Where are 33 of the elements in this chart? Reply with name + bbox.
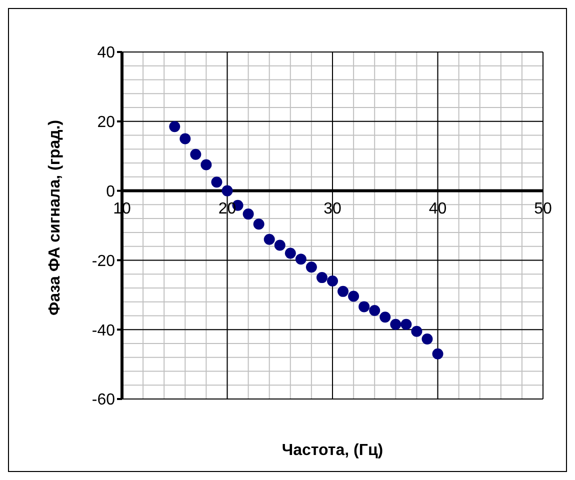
point (274, 240, 286, 251)
y-tick-label: -60 (92, 392, 116, 409)
point (316, 272, 328, 284)
y-axis-title: Фаза ФА сигнала, (град.) (46, 120, 64, 316)
point (222, 185, 233, 196)
point (348, 290, 360, 302)
point (358, 301, 370, 312)
y-tick-label: 40 (97, 44, 116, 62)
point (242, 208, 254, 220)
point (338, 286, 349, 297)
y-tick-label: -40 (92, 322, 116, 340)
point (369, 305, 380, 316)
point (211, 176, 222, 188)
point (169, 121, 180, 132)
point (253, 218, 264, 230)
point (190, 148, 202, 160)
point (400, 318, 412, 330)
point (264, 234, 275, 245)
point (295, 254, 306, 265)
point (200, 159, 212, 170)
point (284, 248, 296, 259)
point (306, 262, 317, 273)
point (390, 318, 402, 330)
x-axis-title: Частота, (Гц) (282, 442, 384, 459)
point (432, 348, 444, 360)
point (422, 333, 433, 344)
point (327, 276, 338, 287)
point (380, 312, 391, 323)
y-tick-label: 0 (106, 183, 116, 200)
y-tick-label: -20 (92, 252, 116, 270)
point (180, 133, 191, 144)
point (411, 326, 422, 337)
y-tick-label: 20 (97, 114, 116, 132)
